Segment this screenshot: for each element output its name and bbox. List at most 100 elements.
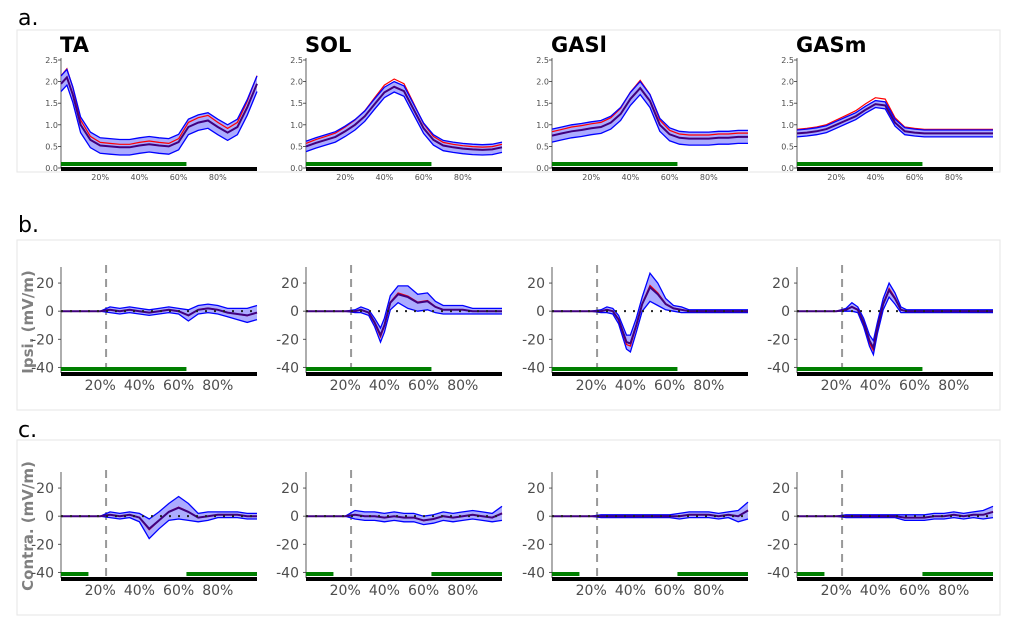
y-tick-label: 0 (45, 304, 54, 320)
x-tick-label: 40% (615, 378, 646, 394)
stance-green-bar (797, 367, 923, 371)
x-tick-label: 60% (899, 378, 930, 394)
red-series-line (305, 78, 503, 148)
lower-band-line (797, 295, 993, 357)
row-b-panel-gasl: 20 0 -20 -40 20% 40% 60% 80% (522, 265, 748, 394)
y-tick-label: 1.0 (536, 121, 549, 130)
mean-line (61, 506, 257, 531)
row-c-frame (16, 439, 1001, 616)
x-tick-label: 60% (654, 583, 685, 599)
y-tick-label: 0.0 (781, 164, 794, 173)
row-b-ylabel: Ipsi. (mV/m) (19, 270, 37, 373)
stance-green-bar (61, 572, 89, 576)
x-tick-label: 20% (576, 583, 607, 599)
muscle-title: GASl (551, 33, 607, 57)
muscle-title: TA (60, 33, 90, 57)
y-tick-label: 1.5 (781, 99, 794, 108)
x-tick-label: 60% (661, 173, 679, 182)
y-tick-label: 20 (772, 276, 790, 292)
stance-black-bar (306, 577, 502, 581)
x-tick-label: 80% (454, 173, 472, 182)
x-tick-label: 80% (693, 583, 724, 599)
y-tick-label: 20 (527, 481, 545, 497)
stance-black-bar (306, 372, 502, 376)
stance-green-bar (797, 162, 923, 166)
x-tick-label: 40% (860, 378, 891, 394)
x-tick-label: 80% (945, 173, 963, 182)
x-tick-label: 80% (447, 583, 478, 599)
y-tick-label: 20 (772, 481, 790, 497)
row-c-ylabel: Contra. (mV/m) (19, 461, 37, 591)
y-tick-label: 0 (290, 304, 299, 320)
x-tick-label: 40% (867, 173, 885, 182)
x-tick-label: 80% (209, 173, 227, 182)
upper-band-line (306, 285, 502, 330)
x-tick-label: 20% (85, 583, 116, 599)
mean-line (797, 510, 994, 519)
std-band (552, 81, 748, 146)
x-tick-label: 80% (700, 173, 718, 182)
x-tick-label: 80% (202, 378, 233, 394)
x-tick-label: 40% (369, 378, 400, 394)
stance-black-bar (306, 167, 502, 171)
x-tick-label: 20% (821, 583, 852, 599)
x-tick-label: 20% (85, 378, 116, 394)
x-tick-label: 80% (938, 583, 969, 599)
lower-band-line (552, 515, 749, 523)
y-tick-label: -20 (31, 332, 54, 348)
stance-green-bar (552, 162, 678, 166)
x-tick-label: 20% (827, 173, 845, 182)
y-tick-label: 0 (781, 509, 790, 525)
upper-band-line (306, 505, 503, 517)
mean-line (61, 307, 258, 317)
upper-band-line (796, 99, 993, 131)
stance-green-bar (306, 367, 432, 371)
y-tick-label: 2.0 (290, 78, 303, 87)
y-tick-label: -40 (522, 360, 545, 376)
stance-green-bar (677, 572, 748, 576)
x-tick-label: 20% (330, 583, 361, 599)
stance-black-bar (797, 167, 993, 171)
y-tick-label: 0.5 (781, 142, 794, 151)
stance-green-bar (186, 572, 257, 576)
upper-band-line (305, 80, 503, 146)
y-tick-label: -40 (31, 565, 54, 581)
y-tick-label: 1.5 (536, 99, 549, 108)
y-tick-label: 0.5 (290, 142, 303, 151)
row-c-panel-ta: 20 0 -20 -40 20% 40% 60% 80% (31, 470, 257, 599)
row-a-panel-sol: SOL 0.0 0.5 1.0 1.5 2.0 2.5 20% 40% 60% 80% (290, 33, 503, 182)
stance-green-bar (797, 572, 825, 576)
y-tick-label: 0.0 (290, 164, 303, 173)
stance-black-bar (552, 167, 748, 171)
x-tick-label: 40% (124, 583, 155, 599)
x-tick-label: 60% (654, 378, 685, 394)
lower-band-line (797, 515, 994, 522)
y-tick-label: -20 (276, 332, 299, 348)
mean-line (306, 512, 503, 522)
stance-black-bar (797, 372, 993, 376)
x-tick-label: 40% (860, 583, 891, 599)
y-tick-label: -20 (522, 537, 545, 553)
row-c-panel-gasm: 20 0 -20 -40 20% 40% 60% 80% (767, 470, 994, 599)
stance-black-bar (552, 372, 748, 376)
x-tick-label: 80% (938, 378, 969, 394)
x-tick-label: 40% (615, 583, 646, 599)
row-b-frame (16, 239, 1001, 411)
stance-green-bar (61, 367, 187, 371)
y-tick-label: 20 (281, 276, 299, 292)
y-tick-label: -40 (276, 565, 299, 581)
stance-black-bar (61, 372, 257, 376)
upper-band-line (61, 495, 257, 520)
y-tick-label: 2.5 (45, 56, 58, 65)
y-tick-label: 0.5 (536, 142, 549, 151)
y-tick-label: -20 (276, 537, 299, 553)
y-tick-label: 0.0 (45, 164, 58, 173)
panel-label-b: b. (18, 213, 39, 238)
y-tick-label: -20 (522, 332, 545, 348)
x-tick-label: 80% (202, 583, 233, 599)
mean-line (797, 288, 993, 351)
x-tick-label: 40% (622, 173, 640, 182)
stance-black-bar (797, 577, 993, 581)
x-tick-label: 40% (376, 173, 394, 182)
y-tick-label: 20 (36, 276, 54, 292)
